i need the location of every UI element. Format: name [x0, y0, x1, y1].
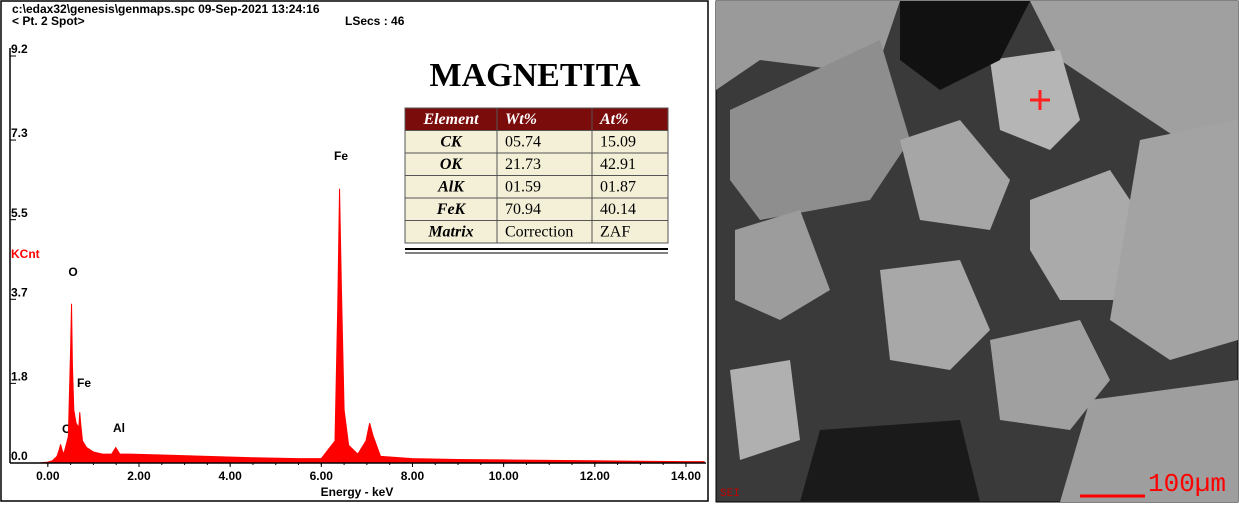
sem-image: SEI 100µm — [715, 0, 1239, 503]
table-text: 40.14 — [600, 201, 636, 218]
y-tick-label: 0.0 — [11, 449, 28, 463]
x-tick-label: 10.00 — [489, 469, 519, 483]
pore — [900, 1, 1030, 90]
x-tick-label: 14.00 — [671, 469, 701, 483]
image-mode: SEI — [720, 488, 740, 500]
y-tick-label: 1.8 — [11, 370, 28, 384]
grain — [1060, 380, 1238, 502]
grain — [730, 360, 800, 460]
point-label: < Pt. 2 Spot> — [12, 14, 85, 28]
x-tick-label: 4.00 — [218, 469, 242, 483]
table-text: 01.87 — [600, 178, 636, 195]
x-tick-label: 8.00 — [401, 469, 425, 483]
table-text: 42.91 — [600, 156, 636, 173]
table-title: MAGNETITA — [430, 57, 641, 94]
table-text: 70.94 — [505, 201, 541, 218]
peak-label: C — [62, 422, 71, 436]
table-cell — [591, 220, 669, 244]
peak-label: Fe — [334, 149, 348, 163]
y-tick-label: 7.3 — [11, 126, 28, 140]
table-text: AlK — [437, 178, 465, 195]
table-text: CK — [440, 133, 463, 150]
table: Element Wt% At% CK 05.74 15.09 OK 21.73 42.91 AlK… — [404, 107, 669, 244]
y-tick-label: 9.2 — [11, 42, 28, 56]
grain — [1110, 120, 1238, 360]
table-text: ZAF — [600, 223, 630, 240]
scale-label: 100µm — [1148, 469, 1226, 499]
table-text: 21.73 — [505, 156, 541, 173]
table-text: 05.74 — [505, 133, 541, 150]
x-tick-label: 0.00 — [36, 469, 60, 483]
spectrum-panel — [0, 0, 709, 502]
grain — [1030, 1, 1238, 140]
lsecs: LSecs : 46 — [345, 14, 405, 28]
grain — [735, 210, 830, 320]
x-tick-label: 12.00 — [580, 469, 610, 483]
peak-label: Al — [113, 421, 125, 435]
y-tick-label: 3.7 — [11, 285, 28, 299]
peak-label: Fe — [77, 376, 91, 390]
grain — [880, 260, 990, 370]
x-tick-label: 6.00 — [310, 469, 334, 483]
grain — [716, 1, 900, 90]
table-header-text: Wt% — [505, 111, 537, 128]
spectrum — [38, 188, 705, 464]
y-tick-label: 5.5 — [11, 206, 28, 220]
table-text: Correction — [505, 223, 573, 240]
pore — [800, 420, 980, 502]
y-axis-label: KCnt — [11, 247, 40, 261]
table-text: Matrix — [427, 223, 473, 240]
peak-label: O — [68, 265, 77, 279]
file-path: c:\edax32\genesis\genmaps.spc 09-Sep-202… — [12, 2, 320, 16]
table-text: 01.59 — [505, 178, 541, 195]
grain — [900, 120, 1010, 230]
table-text: OK — [440, 156, 464, 173]
table-text: 15.09 — [600, 133, 636, 150]
table-header-text: Element — [422, 111, 479, 128]
grain — [990, 320, 1110, 430]
x-tick-label: 2.00 — [127, 469, 151, 483]
grain — [730, 40, 910, 220]
table-text: FeK — [436, 201, 467, 218]
table-header-text: At% — [599, 111, 628, 128]
x-axis-label: Energy - keV — [321, 485, 394, 499]
